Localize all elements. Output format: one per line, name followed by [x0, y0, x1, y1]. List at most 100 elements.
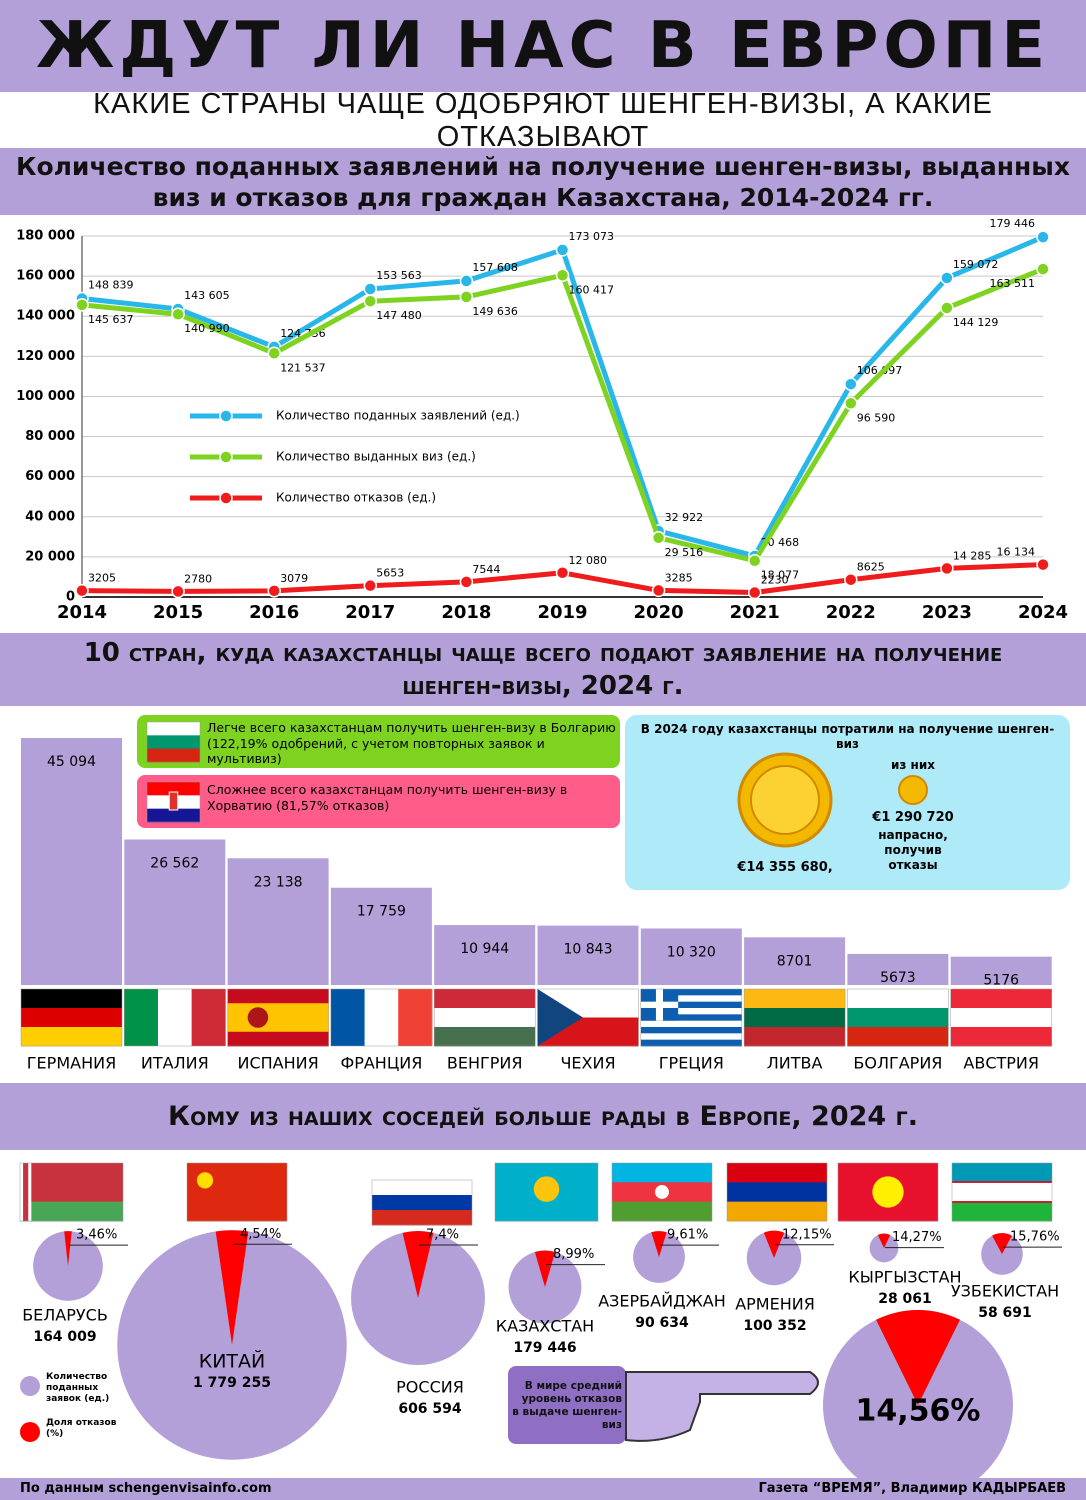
flag-border — [330, 988, 433, 1047]
value-label: 10 320 — [667, 944, 716, 960]
x-tick-label: 2014 — [57, 602, 107, 623]
flag-stripe — [372, 1195, 472, 1211]
hand — [625, 1371, 819, 1442]
header-band — [0, 0, 1086, 92]
flag-border — [146, 781, 201, 823]
point — [747, 585, 762, 600]
flag-border — [371, 1179, 473, 1226]
flag-stripe — [364, 989, 399, 1046]
flag-stripe — [227, 989, 329, 1004]
value-label: 179 446 — [513, 1340, 576, 1356]
category-label: БЕЛАРУСЬ — [22, 1306, 108, 1325]
annotation-text: В мире средний уровень отказов в выдаче … — [512, 1380, 622, 1432]
flag-stripe — [847, 989, 949, 1009]
coin — [898, 775, 928, 805]
subtitle: КАКИЕ СТРАНЫ ЧАЩЕ ОДОБРЯЮТ ШЕНГЕН-ВИЗЫ, … — [93, 88, 993, 153]
y-tick-label: 60 000 — [25, 469, 75, 484]
value-label: 28 061 — [878, 1291, 932, 1307]
refusal-wedge — [877, 1233, 891, 1248]
flag-stripe — [727, 1163, 827, 1183]
refusal-wedge — [402, 1231, 434, 1298]
x-tick-label: 2016 — [249, 602, 299, 623]
x-tick-label: ФРАНЦИЯ — [340, 1054, 422, 1073]
value-label: 153 563 — [376, 269, 422, 282]
point — [555, 243, 570, 257]
refusal-wedge — [215, 1230, 249, 1345]
point — [267, 346, 281, 361]
value-label: 16 134 — [997, 546, 1036, 559]
footer-source: По данным schengenvisainfo.com — [20, 1481, 272, 1496]
category-label: РОССИЯ — [396, 1378, 464, 1397]
bar — [950, 956, 1052, 985]
flag-stripe — [744, 1008, 846, 1028]
flag-border — [950, 988, 1052, 1047]
value-label: 4,54% — [240, 1227, 281, 1242]
x-tick-label: 2021 — [730, 602, 780, 623]
flag-stripe — [952, 1202, 1052, 1222]
value-label: 2780 — [184, 572, 212, 585]
y-tick-label: 40 000 — [25, 509, 75, 524]
value-label: 5673 — [880, 970, 916, 986]
flag-stripe — [952, 1163, 1052, 1182]
flag-border — [537, 988, 639, 1047]
value-label: 160 417 — [569, 283, 615, 296]
world-label: 14,56% — [856, 1394, 981, 1429]
legend-label: Количество выданных виз (ед.) — [276, 450, 476, 464]
flag-stripe — [147, 722, 200, 736]
point — [363, 578, 378, 593]
value-label: 8625 — [857, 561, 885, 574]
flag-stripe — [950, 1008, 1052, 1028]
value-label: 8,99% — [553, 1247, 594, 1262]
value-label: 29 516 — [665, 546, 704, 559]
category-label: КАЗАХСТАН — [496, 1317, 594, 1336]
flag-stripe — [744, 1027, 846, 1047]
category-label: КЫРГЫЗСТАН — [848, 1268, 961, 1287]
hand-cuff — [508, 1366, 626, 1444]
value-label: 149 636 — [472, 305, 518, 318]
callout-box — [625, 715, 1070, 890]
flag-border — [951, 1162, 1053, 1222]
flag-border — [19, 1162, 124, 1222]
flag-border — [611, 1162, 713, 1222]
flag-border — [494, 1162, 599, 1222]
flag-stripe — [950, 989, 1052, 1009]
bar — [434, 925, 536, 985]
x-tick-label: ЧЕХИЯ — [560, 1054, 615, 1073]
legend-marker — [219, 409, 233, 423]
category-label: УЗБЕКИСТАН — [951, 1282, 1059, 1301]
flag-border — [640, 988, 743, 1047]
value-label: 147 480 — [376, 309, 422, 322]
point — [555, 566, 570, 580]
value-label: 45 094 — [47, 754, 96, 770]
flag-stripe — [952, 1181, 1052, 1184]
value-label: 121 537 — [280, 361, 326, 374]
value-label: 100 352 — [743, 1318, 806, 1334]
x-tick-label: 2015 — [153, 602, 203, 623]
flag-border — [847, 988, 949, 1047]
flag-stripe — [187, 1163, 287, 1222]
value-label: 96 590 — [857, 411, 896, 424]
value-label: 3079 — [280, 572, 308, 585]
y-tick-label: 0 — [66, 590, 75, 605]
spending-total: €14 355 680, — [737, 860, 833, 875]
value-label: 90 634 — [635, 1315, 689, 1331]
flag-border — [146, 721, 201, 763]
flag-stripe — [640, 1039, 742, 1047]
flag-stripe — [640, 1014, 742, 1022]
flag-stripe — [20, 1201, 123, 1222]
coin — [750, 765, 820, 835]
flag-stripe — [157, 989, 193, 1046]
x-tick-label: 2019 — [537, 602, 587, 623]
point — [844, 396, 858, 411]
flag-border — [837, 1162, 939, 1222]
callout-box — [137, 775, 620, 828]
value-label: 14 285 — [953, 549, 992, 562]
value-label: 145 637 — [88, 313, 134, 326]
point — [747, 553, 762, 568]
flag-border — [726, 1162, 828, 1222]
value-label: 32 922 — [665, 511, 704, 524]
point — [459, 274, 474, 288]
legend-label: Доля отказов (%) — [46, 1418, 117, 1439]
